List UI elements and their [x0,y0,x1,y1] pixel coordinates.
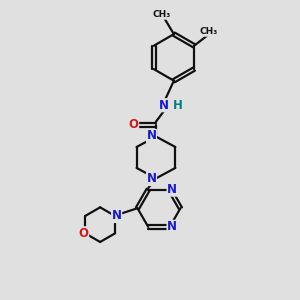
Text: CH₃: CH₃ [153,10,171,19]
Text: O: O [129,118,139,131]
Text: H: H [172,99,182,112]
Text: N: N [112,209,122,223]
Text: N: N [167,220,177,233]
Text: O: O [79,227,88,240]
Text: N: N [146,172,157,185]
Text: CH₃: CH₃ [200,27,218,36]
Text: N: N [158,99,168,112]
Text: N: N [167,183,177,196]
Text: N: N [146,130,157,142]
